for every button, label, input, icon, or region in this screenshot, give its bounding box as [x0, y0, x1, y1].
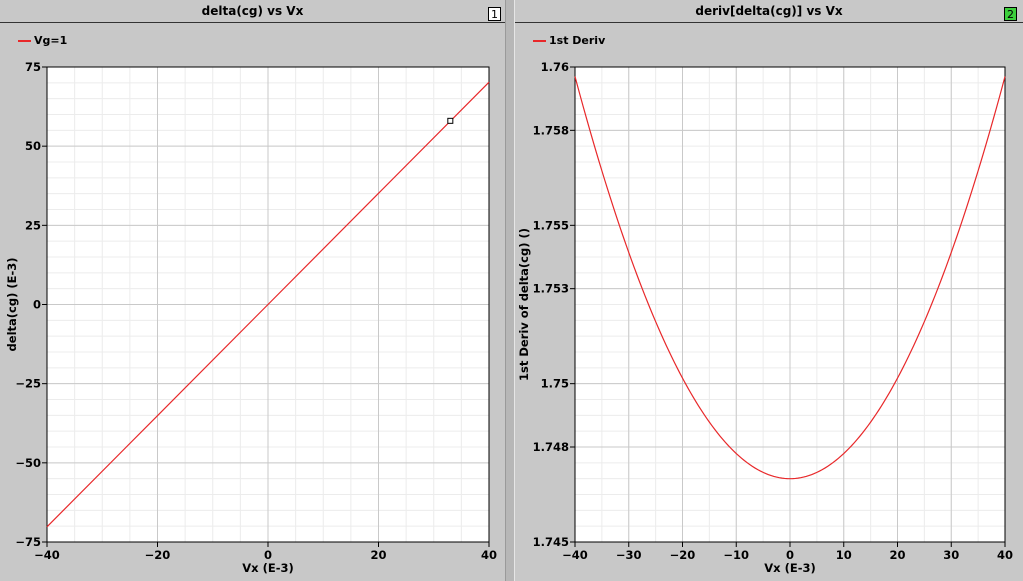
legend-label: Vg=1: [34, 34, 68, 47]
legend-swatch: [18, 40, 31, 42]
x-tick-label: 20: [370, 548, 386, 562]
x-tick-label: 0: [264, 548, 272, 562]
plot-number-badge[interactable]: 1: [488, 7, 501, 21]
y-tick-label: 50: [25, 139, 41, 153]
data-marker[interactable]: [447, 117, 454, 124]
y-tick-label: 1.753: [533, 282, 569, 296]
legend-swatch: [533, 40, 546, 42]
y-tick-label: 1.745: [533, 535, 569, 549]
y-tick-label: 1.75: [541, 377, 569, 391]
x-tick-label: −20: [145, 548, 171, 562]
legend-label: 1st Deriv: [549, 34, 606, 47]
y-tick-label: 25: [25, 218, 41, 232]
x-tick-label: −30: [616, 548, 642, 562]
y-axis-label: 1st Deriv of delta(cg) (): [517, 228, 531, 381]
x-tick-label: −10: [723, 548, 749, 562]
y-tick-label: 1.76: [541, 60, 569, 74]
x-axis-label: Vx (E-3): [764, 561, 815, 575]
series-line[interactable]: [46, 81, 490, 528]
y-tick-label: 1.755: [533, 218, 569, 232]
y-tick-label: 1.758: [533, 123, 569, 137]
plot-number-badge[interactable]: 2: [1004, 7, 1017, 21]
plot-title-bar: delta(cg) vs Vx 1: [0, 0, 505, 23]
x-tick-label: 20: [889, 548, 905, 562]
y-tick-label: 0: [33, 298, 41, 312]
y-tick-label: 75: [25, 60, 41, 74]
pane-splitter[interactable]: [505, 0, 515, 581]
plot-title: delta(cg) vs Vx: [201, 4, 304, 18]
x-tick-label: −40: [34, 548, 60, 562]
plot-title-bar: deriv[delta(cg)] vs Vx 2: [515, 0, 1023, 23]
y-tick-label: −50: [15, 456, 41, 470]
y-tick-label: −75: [15, 535, 41, 549]
legend[interactable]: 1st Deriv: [533, 34, 605, 47]
chart-svg-2[interactable]: −40 −30 −20 −10 0 10 20 30 40 1.76 1.758 1.755 1.753…: [515, 0, 1023, 581]
x-tick-label: 10: [836, 548, 852, 562]
y-tick-label: 1.748: [533, 440, 569, 454]
y-axis-label: delta(cg) (E-3): [5, 258, 19, 352]
plot-panel-1: delta(cg) vs Vx 1 Vg=1 −40 −20 0 20 40 75 50 25…: [0, 0, 505, 581]
x-tick-label: 40: [997, 548, 1013, 562]
plot-title: deriv[delta(cg)] vs Vx: [695, 4, 843, 18]
y-tick-label: −25: [15, 377, 41, 391]
x-tick-label: 30: [943, 548, 959, 562]
x-tick-label: −40: [562, 548, 588, 562]
x-tick-label: 40: [481, 548, 497, 562]
legend[interactable]: Vg=1: [18, 34, 67, 47]
plot-panel-2: deriv[delta(cg)] vs Vx 2 1st Deriv −40 −3…: [515, 0, 1023, 581]
x-tick-label: −20: [670, 548, 696, 562]
x-tick-label: 0: [786, 548, 794, 562]
series-line[interactable]: [574, 76, 1006, 480]
x-axis-label: Vx (E-3): [242, 561, 293, 575]
